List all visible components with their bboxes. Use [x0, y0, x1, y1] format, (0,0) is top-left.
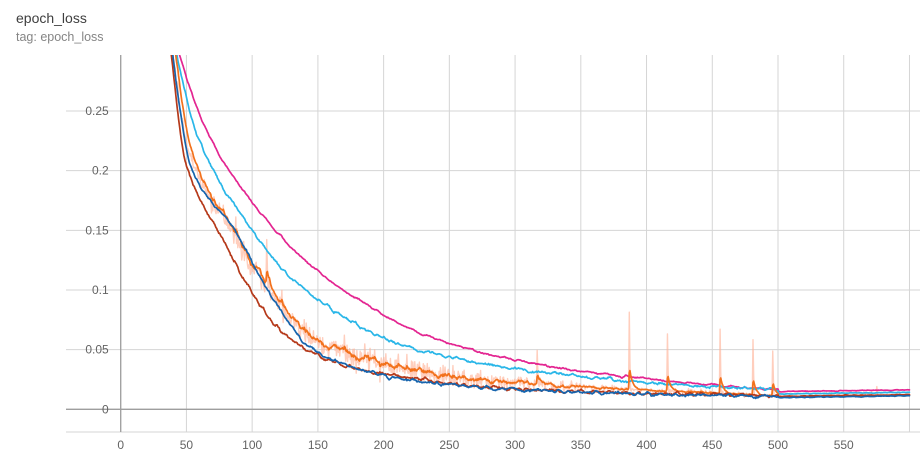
svg-text:0.05: 0.05 [85, 343, 109, 357]
svg-text:150: 150 [308, 438, 328, 452]
svg-text:0: 0 [117, 438, 124, 452]
svg-text:500: 500 [768, 438, 788, 452]
svg-text:100: 100 [242, 438, 262, 452]
svg-text:0.15: 0.15 [85, 223, 109, 237]
svg-text:50: 50 [180, 438, 194, 452]
svg-text:0: 0 [102, 402, 109, 416]
svg-text:350: 350 [571, 438, 591, 452]
svg-text:0.25: 0.25 [85, 104, 109, 118]
svg-text:400: 400 [637, 438, 657, 452]
svg-text:250: 250 [439, 438, 459, 452]
svg-text:300: 300 [505, 438, 525, 452]
svg-text:550: 550 [834, 438, 854, 452]
svg-text:0.2: 0.2 [92, 164, 109, 178]
svg-text:450: 450 [702, 438, 722, 452]
svg-text:0.1: 0.1 [92, 283, 109, 297]
svg-text:200: 200 [374, 438, 394, 452]
